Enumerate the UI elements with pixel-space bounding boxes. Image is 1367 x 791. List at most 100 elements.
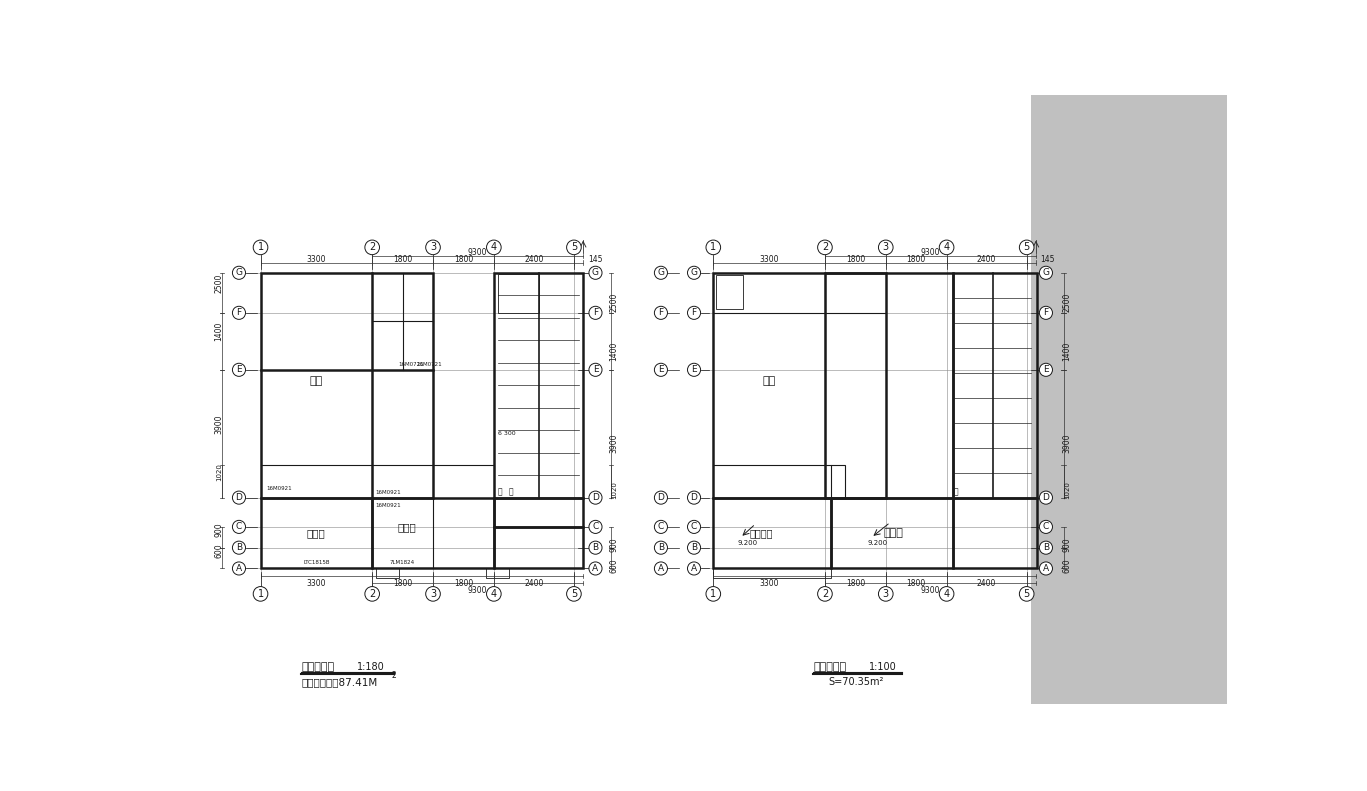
Circle shape [232, 491, 246, 504]
Circle shape [688, 363, 701, 377]
Bar [493, 527, 584, 569]
Bar [493, 498, 584, 527]
Text: 书房: 书房 [310, 377, 323, 386]
Text: C: C [658, 522, 664, 532]
Text: 1: 1 [257, 589, 264, 599]
Text: 2: 2 [369, 589, 376, 599]
Circle shape [1039, 520, 1053, 533]
Circle shape [655, 541, 667, 554]
Text: C: C [592, 522, 599, 532]
Text: D: D [658, 493, 664, 502]
Text: 2400: 2400 [524, 255, 544, 264]
Bar [493, 273, 584, 498]
Text: E: E [658, 365, 664, 374]
Text: A: A [658, 564, 664, 573]
Text: D: D [690, 493, 697, 502]
Text: 1400: 1400 [215, 322, 223, 342]
Circle shape [817, 240, 833, 255]
Text: 3900: 3900 [610, 433, 618, 453]
Circle shape [705, 587, 720, 601]
Text: 900: 900 [1062, 537, 1072, 552]
Text: 600: 600 [215, 543, 223, 558]
Bar [824, 273, 953, 498]
Text: D: D [235, 493, 242, 502]
Text: 2: 2 [822, 242, 828, 252]
Text: 2: 2 [369, 242, 376, 252]
Text: 9300: 9300 [468, 248, 488, 257]
Text: B: B [236, 543, 242, 552]
Text: LTC1815B: LTC1815B [303, 559, 329, 565]
Text: 4: 4 [491, 242, 498, 252]
Circle shape [589, 363, 601, 377]
Text: 活动室: 活动室 [883, 528, 904, 538]
Text: 1400: 1400 [1062, 342, 1072, 361]
Text: G: G [592, 268, 599, 278]
Text: F: F [593, 308, 597, 317]
Text: 3300: 3300 [759, 255, 779, 264]
Text: 四层平面图: 四层平面图 [813, 662, 846, 672]
Text: 1: 1 [257, 242, 264, 252]
Text: 上: 上 [509, 487, 513, 496]
Circle shape [1039, 562, 1053, 575]
Text: 2500: 2500 [1062, 293, 1072, 312]
Text: 600: 600 [1062, 558, 1072, 573]
Circle shape [566, 240, 581, 255]
Text: G: G [658, 268, 664, 278]
Bar [831, 465, 845, 498]
Circle shape [425, 587, 440, 601]
Text: 1020: 1020 [216, 464, 221, 482]
Circle shape [688, 541, 701, 554]
Text: A: A [592, 564, 599, 573]
Text: G: G [1043, 268, 1050, 278]
Text: 1800: 1800 [846, 255, 865, 264]
Text: 5: 5 [571, 242, 577, 252]
Circle shape [1039, 541, 1053, 554]
Text: 4: 4 [943, 242, 950, 252]
Text: 大卧室: 大卧室 [396, 522, 416, 532]
Text: C: C [690, 522, 697, 532]
Circle shape [655, 562, 667, 575]
Text: 1800: 1800 [454, 255, 473, 264]
Bar [714, 273, 886, 498]
Text: 3: 3 [431, 589, 436, 599]
Text: 16M0921: 16M0921 [376, 490, 401, 494]
Circle shape [232, 562, 246, 575]
Circle shape [688, 306, 701, 320]
Bar [261, 273, 433, 498]
Text: 9.200: 9.200 [738, 540, 759, 546]
Text: A: A [1043, 564, 1048, 573]
Text: 3300: 3300 [306, 579, 327, 589]
Text: B: B [690, 543, 697, 552]
Text: D: D [592, 493, 599, 502]
Bar [261, 498, 372, 569]
Circle shape [253, 240, 268, 255]
Circle shape [232, 267, 246, 279]
Text: G: G [690, 268, 697, 278]
Text: A: A [236, 564, 242, 573]
Circle shape [655, 363, 667, 377]
Bar [498, 274, 539, 312]
Text: F: F [236, 308, 242, 317]
Bar [953, 498, 1036, 569]
Circle shape [1020, 587, 1033, 601]
Text: 4: 4 [943, 589, 950, 599]
Circle shape [879, 240, 893, 255]
Circle shape [232, 520, 246, 533]
Text: 2400: 2400 [977, 255, 997, 264]
Text: 6 300: 6 300 [498, 431, 515, 436]
Text: 1800: 1800 [906, 579, 925, 589]
Bar [1031, 95, 1228, 704]
Bar [831, 498, 953, 569]
Text: 3: 3 [883, 242, 889, 252]
Text: E: E [692, 365, 697, 374]
Text: 16M0721: 16M0721 [399, 361, 424, 367]
Text: 下: 下 [954, 487, 958, 496]
Circle shape [655, 491, 667, 504]
Text: 9.200: 9.200 [867, 540, 887, 546]
Text: 3900: 3900 [1062, 433, 1072, 453]
Circle shape [655, 520, 667, 533]
Text: 2: 2 [822, 589, 828, 599]
Text: E: E [593, 365, 599, 374]
Circle shape [1039, 306, 1053, 320]
Circle shape [705, 240, 720, 255]
